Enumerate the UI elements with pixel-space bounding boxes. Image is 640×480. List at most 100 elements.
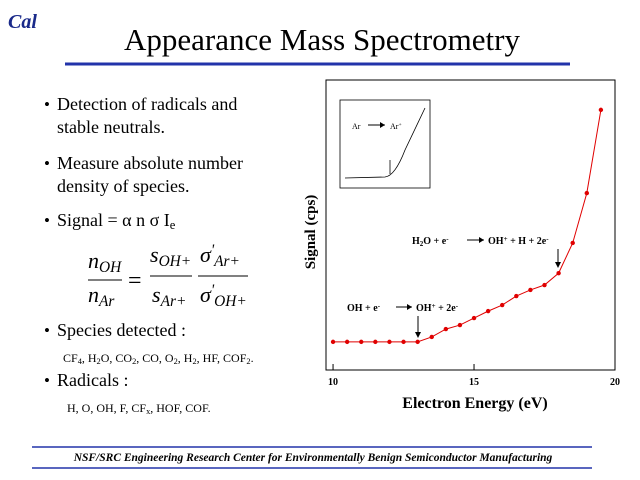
annotation-part: - [546, 235, 549, 243]
data-point [373, 339, 378, 345]
inset-label-part: + [398, 122, 401, 128]
data-point [429, 334, 434, 340]
y-axis-label: Signal (cps) [303, 195, 319, 270]
annotation: H2O + e- [412, 235, 449, 248]
data-point [443, 326, 449, 332]
annotation: OH+ + 2e- [416, 302, 459, 314]
pointer-arrowhead [555, 262, 561, 268]
data-point [387, 339, 392, 345]
bullet-text: density of species. [57, 176, 189, 196]
bullet-marker: • [44, 154, 50, 173]
eq-term-part: OH+ [159, 253, 192, 270]
eq-term-part: σ [200, 282, 212, 307]
inset-label: Ar [352, 122, 361, 131]
data-point [500, 302, 505, 308]
species-list-part: 2 [132, 357, 136, 366]
pointer-arrowhead [415, 332, 421, 338]
data-point [570, 240, 575, 246]
annotation-part: OH + e [347, 303, 378, 314]
annotation-arrowhead [407, 304, 412, 310]
slide-title: Appearance Mass Spectrometry [124, 22, 520, 57]
eq-term-part: σ [200, 242, 212, 267]
species-list-part: , H [82, 351, 97, 365]
eq-term-part: ' [211, 242, 215, 259]
annotation-arrowhead [479, 237, 484, 243]
species-list-part: 2 [174, 357, 178, 366]
annotation-part: + 2e [436, 303, 457, 314]
eq-term: sOH+ [150, 242, 191, 270]
x-tick-label: 10 [328, 377, 338, 388]
radicals-list-part: H, O, OH, F, CF [67, 401, 146, 415]
x-tick-label: 20 [610, 377, 620, 388]
x-tick-label: 15 [469, 377, 479, 388]
data-point [542, 282, 547, 288]
data-point [359, 339, 364, 345]
data-point [471, 315, 477, 321]
eq-term: nOH [88, 248, 122, 276]
bullet-text-part: Signal = α n σ I [57, 210, 170, 230]
plot-frame [325, 79, 616, 371]
eq-term: σ'OH+ [200, 282, 247, 310]
footer: NSF/SRC Engineering Research Center for … [73, 452, 553, 464]
annotation-part: - [446, 235, 449, 243]
species-list-part: 2 [246, 357, 250, 366]
data-point [330, 339, 336, 345]
species-list-part: , HF, COF [197, 351, 247, 365]
species-list-part: CF [63, 351, 78, 365]
inset-arrowhead [380, 122, 385, 128]
eq-term-part: Ar+ [160, 293, 187, 310]
bullet-text: Species detected : [57, 320, 186, 340]
eq-term-part: s [152, 282, 161, 307]
eq-term-part: s [150, 242, 159, 267]
eq-term-part: ' [211, 282, 215, 299]
annotation-part: - [378, 302, 381, 310]
data-point [514, 293, 519, 299]
species-list-part: 2 [97, 357, 101, 366]
data-point [457, 322, 463, 328]
bullet-text-part: e [170, 218, 176, 232]
eq-term-part: n [88, 282, 99, 307]
eq-term-part: Ar+ [213, 253, 240, 270]
inset-curve [344, 107, 426, 179]
annotation-part: - [456, 302, 459, 310]
species-list: CF4, H2O, CO2, CO, O2, H2, HF, COF2. [63, 351, 254, 366]
bullet-marker: • [44, 371, 50, 390]
eq-term-part: OH [99, 259, 122, 276]
bullet-text: stable neutrals. [57, 117, 165, 137]
radicals-list: H, O, OH, F, CFx, HOF, COF. [67, 401, 211, 416]
data-point [485, 308, 491, 314]
bullet-text: Signal = α n σ Ie [57, 210, 176, 232]
species-list-part: , CO, O [136, 351, 174, 365]
bullet-marker: • [44, 211, 50, 230]
data-point [401, 339, 406, 345]
series-line [333, 109, 602, 343]
annotation-part: OH [416, 303, 432, 314]
eq-term: sAr+ [152, 282, 186, 310]
bullet-marker: • [44, 95, 50, 114]
species-list-part: 4 [78, 357, 83, 366]
logo: Cal [8, 11, 37, 33]
radicals-list-part: , HOF, COF. [150, 401, 210, 415]
eq-term-part: n [88, 248, 99, 273]
annotation-part: 2 [420, 240, 424, 248]
annotation-part: OH [488, 236, 504, 247]
inset-frame [339, 99, 431, 189]
annotation-part: O + e [423, 236, 446, 247]
bullet-text: Detection of radicals and [57, 94, 237, 114]
eq-term: nAr [88, 282, 115, 310]
annotation-part: + [432, 302, 436, 310]
eq-term-part: OH+ [214, 293, 247, 310]
data-point [415, 339, 420, 345]
eq-equals: = [128, 268, 142, 294]
eq-term-part: Ar [98, 293, 115, 310]
inset-label-part: Ar [390, 122, 399, 131]
annotation-part: + [504, 235, 508, 243]
species-list-part: 2 [192, 357, 196, 366]
data-point [344, 339, 350, 345]
x-axis-label: Electron Energy (eV) [402, 395, 547, 412]
species-list-part: . [251, 351, 254, 365]
data-point [528, 287, 533, 293]
species-list-part: O, CO [101, 351, 133, 365]
species-list-part: , H [178, 351, 193, 365]
